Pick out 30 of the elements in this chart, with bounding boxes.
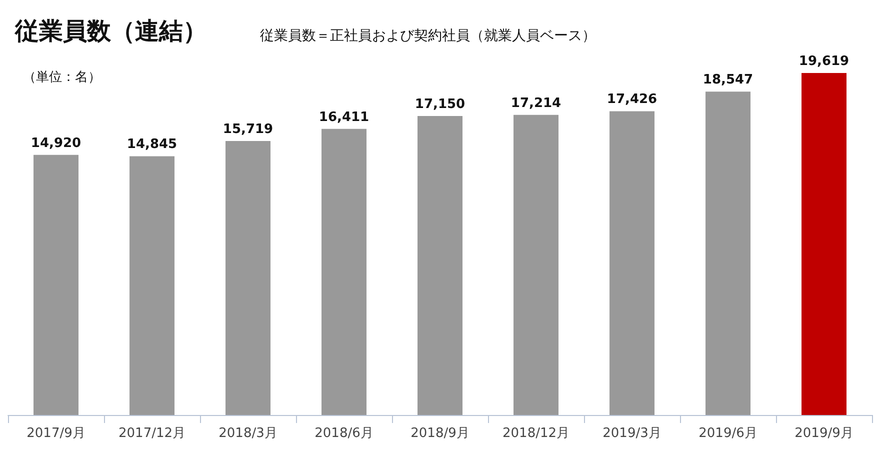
x-tick-label: 2017/9月 bbox=[26, 426, 86, 441]
bar bbox=[802, 73, 846, 415]
x-tick-label: 2019/6月 bbox=[698, 426, 758, 441]
bar bbox=[226, 140, 270, 415]
x-tick-label: 2019/3月 bbox=[602, 426, 662, 441]
data-label: 18,547 bbox=[702, 72, 754, 88]
bar bbox=[514, 114, 558, 415]
bar bbox=[610, 111, 654, 415]
bar bbox=[706, 92, 750, 415]
x-tick-label: 2018/6月 bbox=[314, 426, 374, 441]
data-label: 17,150 bbox=[414, 97, 466, 112]
bar bbox=[130, 156, 174, 415]
bar bbox=[322, 128, 366, 415]
data-label: 16,411 bbox=[318, 110, 370, 125]
x-tick-label: 2017/12月 bbox=[118, 426, 186, 441]
bar bbox=[34, 154, 78, 415]
data-label: 19,619 bbox=[798, 54, 850, 69]
data-label: 17,426 bbox=[606, 92, 658, 108]
data-label: 17,214 bbox=[510, 96, 562, 111]
data-label: 15,719 bbox=[222, 122, 274, 137]
data-label: 14,920 bbox=[30, 136, 82, 151]
data-label: 14,845 bbox=[126, 137, 178, 152]
x-tick-label: 2018/9月 bbox=[410, 426, 470, 441]
annotation: （単位：名） bbox=[23, 70, 101, 85]
chart-subtitle: 従業員数＝正社員および契約社員（就業人員ベース） bbox=[260, 28, 596, 44]
x-tick-label: 2019/9月 bbox=[794, 426, 854, 441]
bar bbox=[418, 116, 462, 415]
chart-title: 従業員数（連結） bbox=[14, 17, 207, 45]
x-tick-label: 2018/12月 bbox=[502, 426, 570, 441]
x-tick-label: 2018/3月 bbox=[218, 426, 278, 441]
